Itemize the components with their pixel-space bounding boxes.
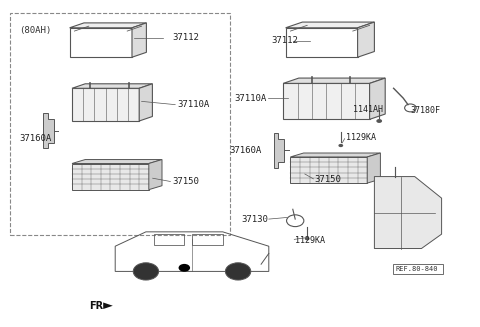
Polygon shape — [72, 164, 149, 190]
Polygon shape — [72, 88, 139, 121]
Text: (80AH): (80AH) — [19, 26, 51, 35]
Circle shape — [305, 237, 310, 240]
Text: 37180F: 37180F — [410, 106, 441, 115]
Circle shape — [133, 263, 158, 280]
Polygon shape — [374, 177, 442, 249]
Text: 37130: 37130 — [241, 215, 268, 224]
Polygon shape — [290, 153, 380, 157]
Polygon shape — [132, 23, 146, 57]
Text: 37112: 37112 — [173, 33, 200, 42]
Text: 37110A: 37110A — [178, 100, 210, 109]
Text: 37112: 37112 — [271, 36, 298, 45]
Circle shape — [338, 144, 343, 147]
Polygon shape — [103, 302, 113, 309]
Polygon shape — [149, 160, 162, 190]
Text: FR: FR — [89, 301, 103, 311]
Polygon shape — [367, 153, 380, 183]
Text: REF.80-840: REF.80-840 — [396, 266, 439, 272]
Polygon shape — [139, 84, 153, 121]
Polygon shape — [286, 22, 374, 28]
Polygon shape — [70, 23, 146, 28]
Text: 1129KA: 1129KA — [346, 133, 375, 142]
Polygon shape — [283, 78, 385, 83]
Circle shape — [179, 264, 190, 272]
Text: 1141AH: 1141AH — [353, 105, 383, 114]
Text: 37160A: 37160A — [229, 146, 262, 155]
Polygon shape — [358, 22, 374, 57]
Polygon shape — [290, 157, 367, 183]
Text: 37150: 37150 — [173, 177, 200, 186]
Polygon shape — [43, 113, 54, 148]
Circle shape — [226, 263, 251, 280]
Polygon shape — [283, 83, 370, 119]
Polygon shape — [72, 84, 153, 88]
Polygon shape — [370, 78, 385, 119]
Text: 37160A: 37160A — [19, 134, 51, 144]
Polygon shape — [72, 160, 162, 164]
Polygon shape — [274, 133, 284, 168]
Text: 1129KA: 1129KA — [295, 236, 325, 245]
Text: 37150: 37150 — [314, 175, 341, 184]
Text: 37110A: 37110A — [235, 94, 267, 103]
Circle shape — [376, 119, 382, 123]
